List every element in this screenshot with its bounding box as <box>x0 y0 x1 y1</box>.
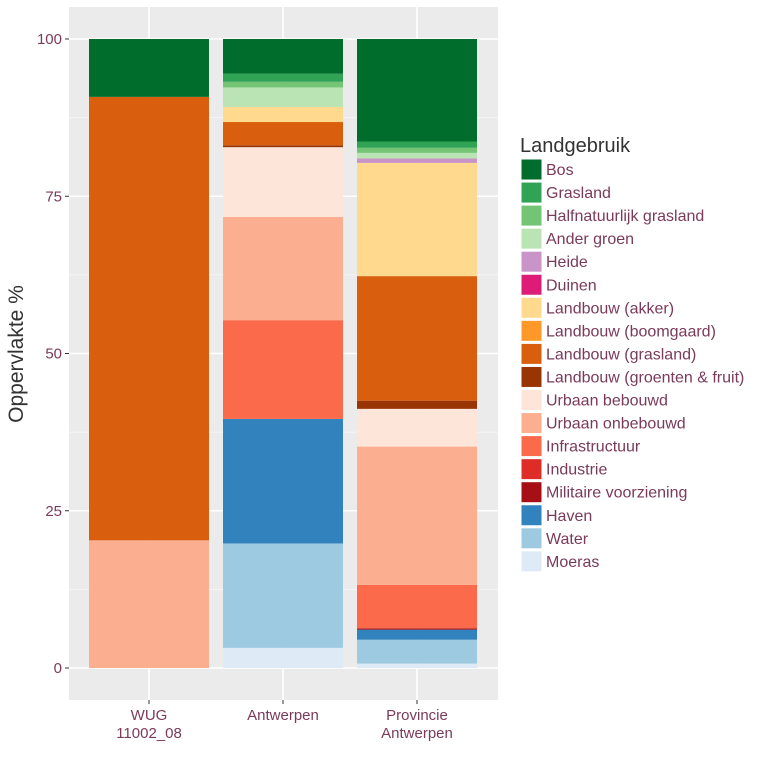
bar-segment <box>357 584 477 629</box>
legend-label: Landbouw (akker) <box>546 300 674 317</box>
legend-label: Haven <box>546 508 592 525</box>
bar-segment <box>223 147 343 218</box>
legend-label: Duinen <box>546 277 597 294</box>
legend-key <box>520 158 543 181</box>
legend-label: Heide <box>546 254 588 271</box>
bar-segment <box>357 628 477 630</box>
bar-segment <box>223 145 343 148</box>
x-tick-label: Antwerpen <box>247 707 319 724</box>
bar-segment <box>223 73 343 82</box>
legend-key <box>520 412 543 435</box>
legend-label: Bos <box>546 162 574 179</box>
bar-segment <box>223 647 343 668</box>
x-tick-label: WUG 11002_08 <box>116 707 182 742</box>
bar-segment <box>223 87 343 107</box>
legend-label: Urbaan onbebouwd <box>546 416 686 433</box>
legend-label: Militaire voorziening <box>546 485 687 502</box>
legend-label: Water <box>546 531 589 548</box>
bar-segment <box>357 152 477 159</box>
legend-key <box>520 250 543 273</box>
bar-segment <box>357 400 477 409</box>
bar-segment <box>357 276 477 401</box>
legend-key <box>520 550 543 573</box>
y-tick-label: 0 <box>54 660 62 677</box>
x-tick-label: Provincie Antwerpen <box>381 707 453 742</box>
bar-segment <box>89 96 209 541</box>
legend-title: Landgebruik <box>520 135 631 157</box>
y-tick-label: 50 <box>45 346 62 363</box>
y-axis-title: Oppervlakte % <box>5 285 28 423</box>
legend-label: Grasland <box>546 185 611 202</box>
legend-key <box>520 342 543 365</box>
legend-key <box>520 458 543 481</box>
bar-segment <box>223 106 343 123</box>
legend-key <box>520 527 543 550</box>
bar-segment <box>357 446 477 585</box>
bar-segment <box>357 629 477 640</box>
legend-label: Infrastructuur <box>546 439 641 456</box>
legend-label: Landbouw (boomgaard) <box>546 323 716 340</box>
legend-key <box>520 319 543 342</box>
legend: Landgebruik Bos Grasland Halfnatuurlijk gr… <box>520 135 744 573</box>
bar-segment <box>357 147 477 153</box>
bar-segment <box>223 418 343 544</box>
legend-key <box>520 365 543 388</box>
bar-segment <box>357 162 477 277</box>
legend-key <box>520 181 543 204</box>
y-tick-label: 25 <box>45 503 62 520</box>
legend-label: Landbouw (grasland) <box>546 346 696 363</box>
legend-key <box>520 435 543 458</box>
bar-segment <box>223 217 343 321</box>
legend-key <box>520 504 543 527</box>
bar-segment <box>223 122 343 146</box>
legend-key <box>520 227 543 250</box>
legend-key <box>520 273 543 296</box>
x-axis: WUG 11002_08 Antwerpen Provincie Antwerpen <box>116 700 453 742</box>
y-tick-label: 75 <box>45 188 62 205</box>
bars <box>89 39 477 668</box>
y-tick-label: 100 <box>37 31 62 48</box>
bar-segment <box>357 39 477 142</box>
legend-label: Industrie <box>546 462 607 479</box>
legend-label: Urbaan bebouwd <box>546 393 668 410</box>
bar-segment <box>89 39 209 97</box>
legend-label: Ander groen <box>546 231 634 248</box>
bar-segment <box>223 81 343 88</box>
legend-key <box>520 481 543 504</box>
bar-segment <box>223 320 343 419</box>
bar-segment <box>357 639 477 664</box>
legend-key <box>520 204 543 227</box>
legend-label: Moeras <box>546 554 599 571</box>
y-axis: 0 25 50 75 100 <box>37 31 69 677</box>
bar-segment <box>357 141 477 148</box>
legend-label: Halfnatuurlijk grasland <box>546 208 704 225</box>
bar-segment <box>357 408 477 447</box>
bar-segment <box>223 39 343 74</box>
legend-key <box>520 296 543 319</box>
legend-label: Landbouw (groenten & fruit) <box>546 369 744 386</box>
bar-segment <box>357 158 477 163</box>
legend-key <box>520 389 543 411</box>
bar-segment <box>89 540 209 668</box>
bar-segment <box>357 663 477 668</box>
bar-segment <box>223 543 343 648</box>
